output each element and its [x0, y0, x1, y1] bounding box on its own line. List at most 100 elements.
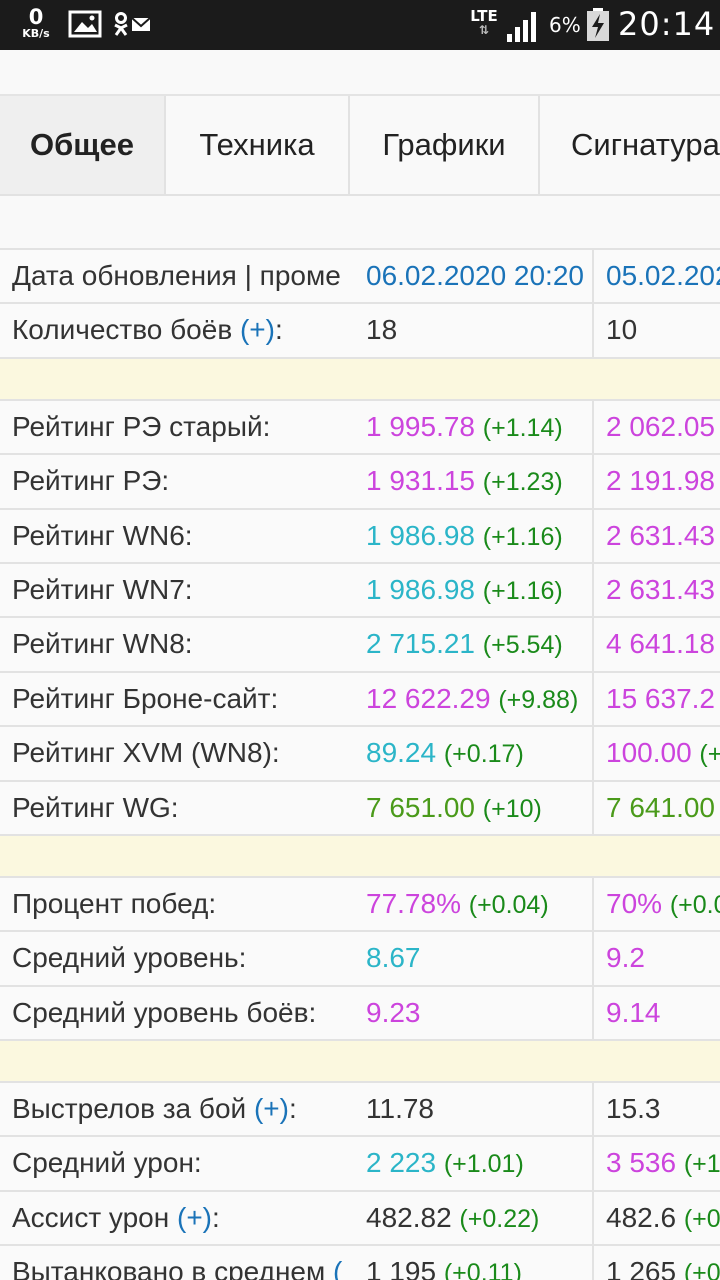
table-row: Средний урон: 2 223 (+1.01) 3 536 (+1	[0, 1137, 720, 1192]
value-cell-current: 2 223 (+1.01)	[366, 1137, 594, 1190]
value-current: 89.24	[366, 737, 437, 769]
delta-previous: (+	[699, 740, 720, 769]
speed-unit: KB/s	[22, 27, 50, 40]
value-cell-previous: 2 062.05	[606, 401, 720, 453]
delta-current: (+10)	[482, 794, 542, 823]
delta-previous: (+0.0	[669, 890, 720, 919]
row-label: Рейтинг РЭ старый:	[12, 401, 362, 453]
expand-link[interactable]: (+)	[239, 314, 275, 346]
tab-general[interactable]: Общее	[0, 96, 166, 194]
table-row: Рейтинг Броне-сайт: 12 622.29 (+9.88) 15 6…	[0, 672, 720, 728]
value-previous: 2 062.05	[606, 410, 715, 442]
value-current: 9.23	[366, 996, 421, 1028]
row-label: Рейтинг WG:	[12, 782, 362, 834]
row-label: Рейтинг WN8:	[12, 618, 362, 670]
delta-previous: (+0	[683, 1204, 720, 1233]
gallery-icon	[68, 10, 102, 38]
value-cell-previous: 05.02.2020	[606, 250, 720, 302]
value-cell-previous: 70% (+0.0	[606, 878, 720, 930]
row-label-suffix: :	[212, 1201, 220, 1233]
row-label: Средний уровень боёв:	[12, 987, 362, 1039]
row-label: Ассист урон (+):	[12, 1192, 362, 1244]
delta-current: (+1.16)	[482, 522, 563, 551]
row-label-text: Ассист урон	[12, 1201, 177, 1233]
table-row: Рейтинг WN6: 1 986.98 (+1.16) 2 631.43	[0, 509, 720, 564]
value-previous: 3 536	[606, 1147, 677, 1179]
row-label: Процент побед:	[12, 878, 362, 930]
separator-row	[0, 1041, 720, 1084]
value-cell-previous: 15 637.2	[606, 673, 720, 725]
top-strip	[0, 50, 720, 96]
row-label: Вытанковано в среднем (	[12, 1246, 362, 1280]
signal-icon	[507, 12, 536, 42]
expand-link[interactable]: (+)	[177, 1201, 212, 1233]
row-label-text: Средний уровень:	[12, 942, 247, 974]
value-current: 7 651.00	[366, 791, 475, 823]
tab-charts[interactable]: Графики	[350, 96, 540, 194]
table-row: Рейтинг РЭ: 1 931.15 (+1.23) 2 191.98	[0, 455, 720, 510]
table-row: Рейтинг XVM (WN8): 89.24 (+0.17) 100.00 (+	[0, 727, 720, 782]
battery-charging-icon	[587, 8, 609, 41]
table-row: Количество боёв (+): 18 10	[0, 304, 720, 359]
value-previous: 9.14	[606, 996, 661, 1028]
value-current: 11.78	[366, 1093, 434, 1125]
value-previous: 1 265	[606, 1256, 677, 1280]
value-previous: 2 191.98	[606, 465, 715, 497]
value-cell-current: 1 986.98 (+1.16)	[366, 563, 594, 617]
separator-row	[0, 835, 720, 878]
tab-bar: Общее Техника Графики Сигнатура	[0, 96, 720, 196]
value-cell-current: 482.82 (+0.22)	[366, 1191, 594, 1245]
row-label-text: Рейтинг Броне-сайт:	[12, 682, 279, 714]
tab-vehicles[interactable]: Техника	[166, 96, 350, 194]
data-arrows-icon: ⇅	[478, 23, 490, 37]
row-label-text: Рейтинг WN6:	[12, 519, 193, 551]
delta-current: (+1.01)	[443, 1150, 524, 1179]
delta-current: (+0.11)	[443, 1259, 522, 1280]
delta-current: (+5.54)	[482, 631, 563, 660]
value-cell-current: 7 651.00 (+10)	[366, 781, 594, 834]
value-previous: 482.6	[606, 1201, 677, 1233]
value-current: 1 995.78	[366, 410, 475, 442]
value-previous: 7 641.00	[606, 791, 715, 823]
table-row: Дата обновления | проме 06.02.2020 20:20 0…	[0, 250, 720, 305]
tab-signature[interactable]: Сигнатура	[571, 127, 720, 162]
speed-value: 0	[28, 5, 44, 29]
value-previous: 9.2	[606, 942, 645, 974]
value-current: 1 931.15	[366, 465, 475, 497]
value-cell-current: 1 195 (+0.11)	[366, 1246, 594, 1280]
row-label-suffix: :	[288, 1093, 297, 1125]
row-label-text: Рейтинг WN7:	[12, 573, 193, 605]
stats-table: Дата обновления | проме 06.02.2020 20:20 0…	[0, 250, 720, 1280]
value-cell-current: 18	[366, 304, 594, 357]
value-previous: 15 637.2	[606, 682, 715, 714]
value-cell-previous: 9.14	[606, 987, 720, 1039]
value-cell-current: 9.23	[366, 986, 594, 1040]
row-label-text: Количество боёв	[12, 314, 240, 346]
table-row: Рейтинг WN8: 2 715.21 (+5.54) 4 641.18	[0, 618, 720, 673]
row-label-text: Процент побед:	[12, 887, 217, 919]
value-cell-current: 8.67	[366, 932, 594, 985]
value-previous: 2 631.43	[606, 573, 715, 605]
expand-link[interactable]: (	[333, 1256, 343, 1280]
row-label-text: Рейтинг WG:	[12, 791, 179, 823]
value-current: 482.82	[366, 1201, 452, 1233]
delta-current: (+0.22)	[459, 1204, 540, 1233]
row-label-text: Средний уровень боёв:	[12, 996, 317, 1028]
value-current: 1 986.98	[366, 573, 475, 605]
value-current: 8.67	[366, 942, 421, 974]
table-row: Рейтинг WN7: 1 986.98 (+1.16) 2 631.43	[0, 563, 720, 619]
value-previous: 100.00	[606, 737, 692, 769]
value-cell-current: 12 622.29 (+9.88)	[366, 672, 594, 726]
value-cell-current: 2 715.21 (+5.54)	[366, 618, 594, 671]
value-cell-previous: 7 641.00	[606, 782, 720, 834]
row-label: Рейтинг WN6:	[12, 510, 362, 562]
value-cell-previous: 482.6 (+0	[606, 1192, 720, 1244]
value-cell-previous: 2 631.43	[606, 564, 720, 616]
expand-link[interactable]: (+)	[253, 1093, 289, 1125]
value-cell-previous: 4 641.18	[606, 618, 720, 670]
table-row: Рейтинг РЭ старый: 1 995.78 (+1.14) 2 062.…	[0, 400, 720, 456]
value-cell-current: 1 995.78 (+1.14)	[366, 400, 594, 454]
delta-current: (+1.14)	[482, 413, 563, 442]
odnoklassniki-mail-icon	[114, 12, 151, 36]
value-cell-current: 77.78% (+0.04)	[366, 877, 594, 931]
